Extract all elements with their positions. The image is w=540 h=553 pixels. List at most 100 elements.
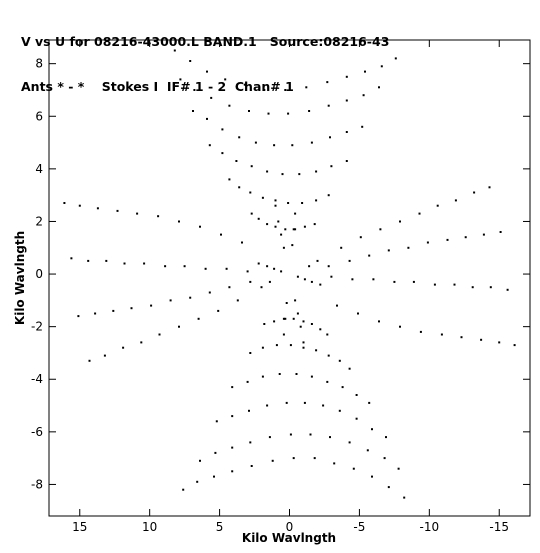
y-tick-label: -6 <box>31 425 43 439</box>
uv-point <box>225 267 228 270</box>
uv-point <box>301 202 304 204</box>
uv-point <box>173 49 176 52</box>
x-tick-label: 10 <box>142 520 157 534</box>
uv-point <box>303 225 306 228</box>
uv-point <box>298 173 301 176</box>
uv-point <box>250 465 253 467</box>
uv-point <box>189 60 192 62</box>
uv-point <box>220 233 222 236</box>
uv-point <box>63 202 66 204</box>
uv-point <box>407 246 410 249</box>
uv-point <box>313 223 316 226</box>
uv-point <box>326 81 329 84</box>
uv-point <box>221 152 224 155</box>
uv-point <box>248 110 250 112</box>
uv-point <box>263 89 266 91</box>
y-tick-label: 4 <box>35 162 43 176</box>
uv-point <box>238 186 241 189</box>
uv-point <box>378 320 380 323</box>
uv-point <box>327 104 330 107</box>
uv-point <box>243 83 246 86</box>
y-axis-ticks: 8 6 4 2 0 -2 -4 -6 -8 <box>31 57 530 491</box>
uv-point <box>302 341 305 344</box>
uv-point <box>361 125 364 128</box>
uv-point <box>192 110 194 112</box>
uv-point <box>280 233 283 236</box>
uv-point <box>387 486 390 489</box>
uv-point <box>333 462 336 465</box>
uv-point <box>273 320 276 323</box>
uv-point <box>228 104 231 107</box>
uv-point <box>281 173 284 176</box>
uv-point <box>296 312 299 315</box>
uv-point <box>189 296 192 299</box>
uv-point <box>460 336 463 339</box>
uv-point <box>249 352 252 354</box>
uv-point <box>150 304 153 307</box>
uv-point <box>266 265 269 268</box>
uv-point <box>310 141 313 144</box>
uv-point <box>299 325 302 328</box>
x-tick-label: -5 <box>353 520 365 534</box>
uv-point <box>261 346 264 349</box>
uv-point <box>315 170 318 173</box>
uv-point <box>250 165 253 168</box>
uv-point <box>295 373 298 375</box>
uv-point <box>228 286 231 289</box>
uv-point <box>385 436 387 439</box>
uv-point <box>446 238 449 241</box>
uv-point <box>506 288 509 291</box>
uv-point <box>454 199 457 202</box>
uv-point <box>433 283 436 286</box>
uv-point <box>303 278 306 281</box>
uv-point <box>371 475 373 478</box>
uv-point <box>393 280 396 283</box>
uv-point <box>261 375 264 378</box>
uv-point <box>274 204 277 207</box>
uv-point <box>280 270 283 273</box>
uv-point <box>345 75 348 78</box>
uv-point <box>355 394 358 396</box>
uv-point <box>294 228 297 231</box>
uv-point <box>241 241 243 244</box>
uv-point <box>183 265 186 268</box>
uv-point <box>471 286 474 289</box>
uv-point <box>87 259 90 262</box>
uv-point <box>122 346 125 349</box>
uv-point <box>169 299 172 302</box>
uv-point <box>123 262 126 265</box>
uv-point <box>260 286 263 289</box>
uv-point <box>326 333 329 336</box>
uv-point <box>236 299 239 302</box>
x-tick-label: 0 <box>286 520 294 534</box>
uv-point <box>157 215 160 218</box>
uv-point <box>278 373 281 375</box>
uv-point <box>164 265 167 268</box>
uv-point <box>235 160 238 162</box>
uv-point <box>182 488 185 491</box>
uv-point <box>294 299 297 302</box>
uv-point <box>206 117 208 120</box>
uv-point <box>136 212 139 215</box>
uv-point <box>204 267 207 270</box>
uv-point <box>249 191 252 194</box>
uv-point <box>315 349 318 352</box>
uv-point <box>215 420 218 423</box>
uv-point <box>341 386 344 389</box>
y-tick-label: -4 <box>31 372 43 386</box>
uv-point <box>282 317 285 320</box>
uv-point <box>94 312 97 315</box>
y-tick-label: 8 <box>35 57 43 71</box>
uv-point <box>231 470 234 473</box>
uv-point <box>378 86 380 89</box>
uv-point <box>103 354 106 357</box>
uv-point <box>228 178 231 181</box>
uv-point <box>480 338 483 341</box>
uv-point <box>453 283 456 286</box>
uv-point <box>313 457 316 460</box>
uv-point <box>372 278 375 281</box>
uv-point <box>140 341 143 344</box>
uv-point <box>257 217 260 220</box>
uv-point <box>261 196 264 199</box>
